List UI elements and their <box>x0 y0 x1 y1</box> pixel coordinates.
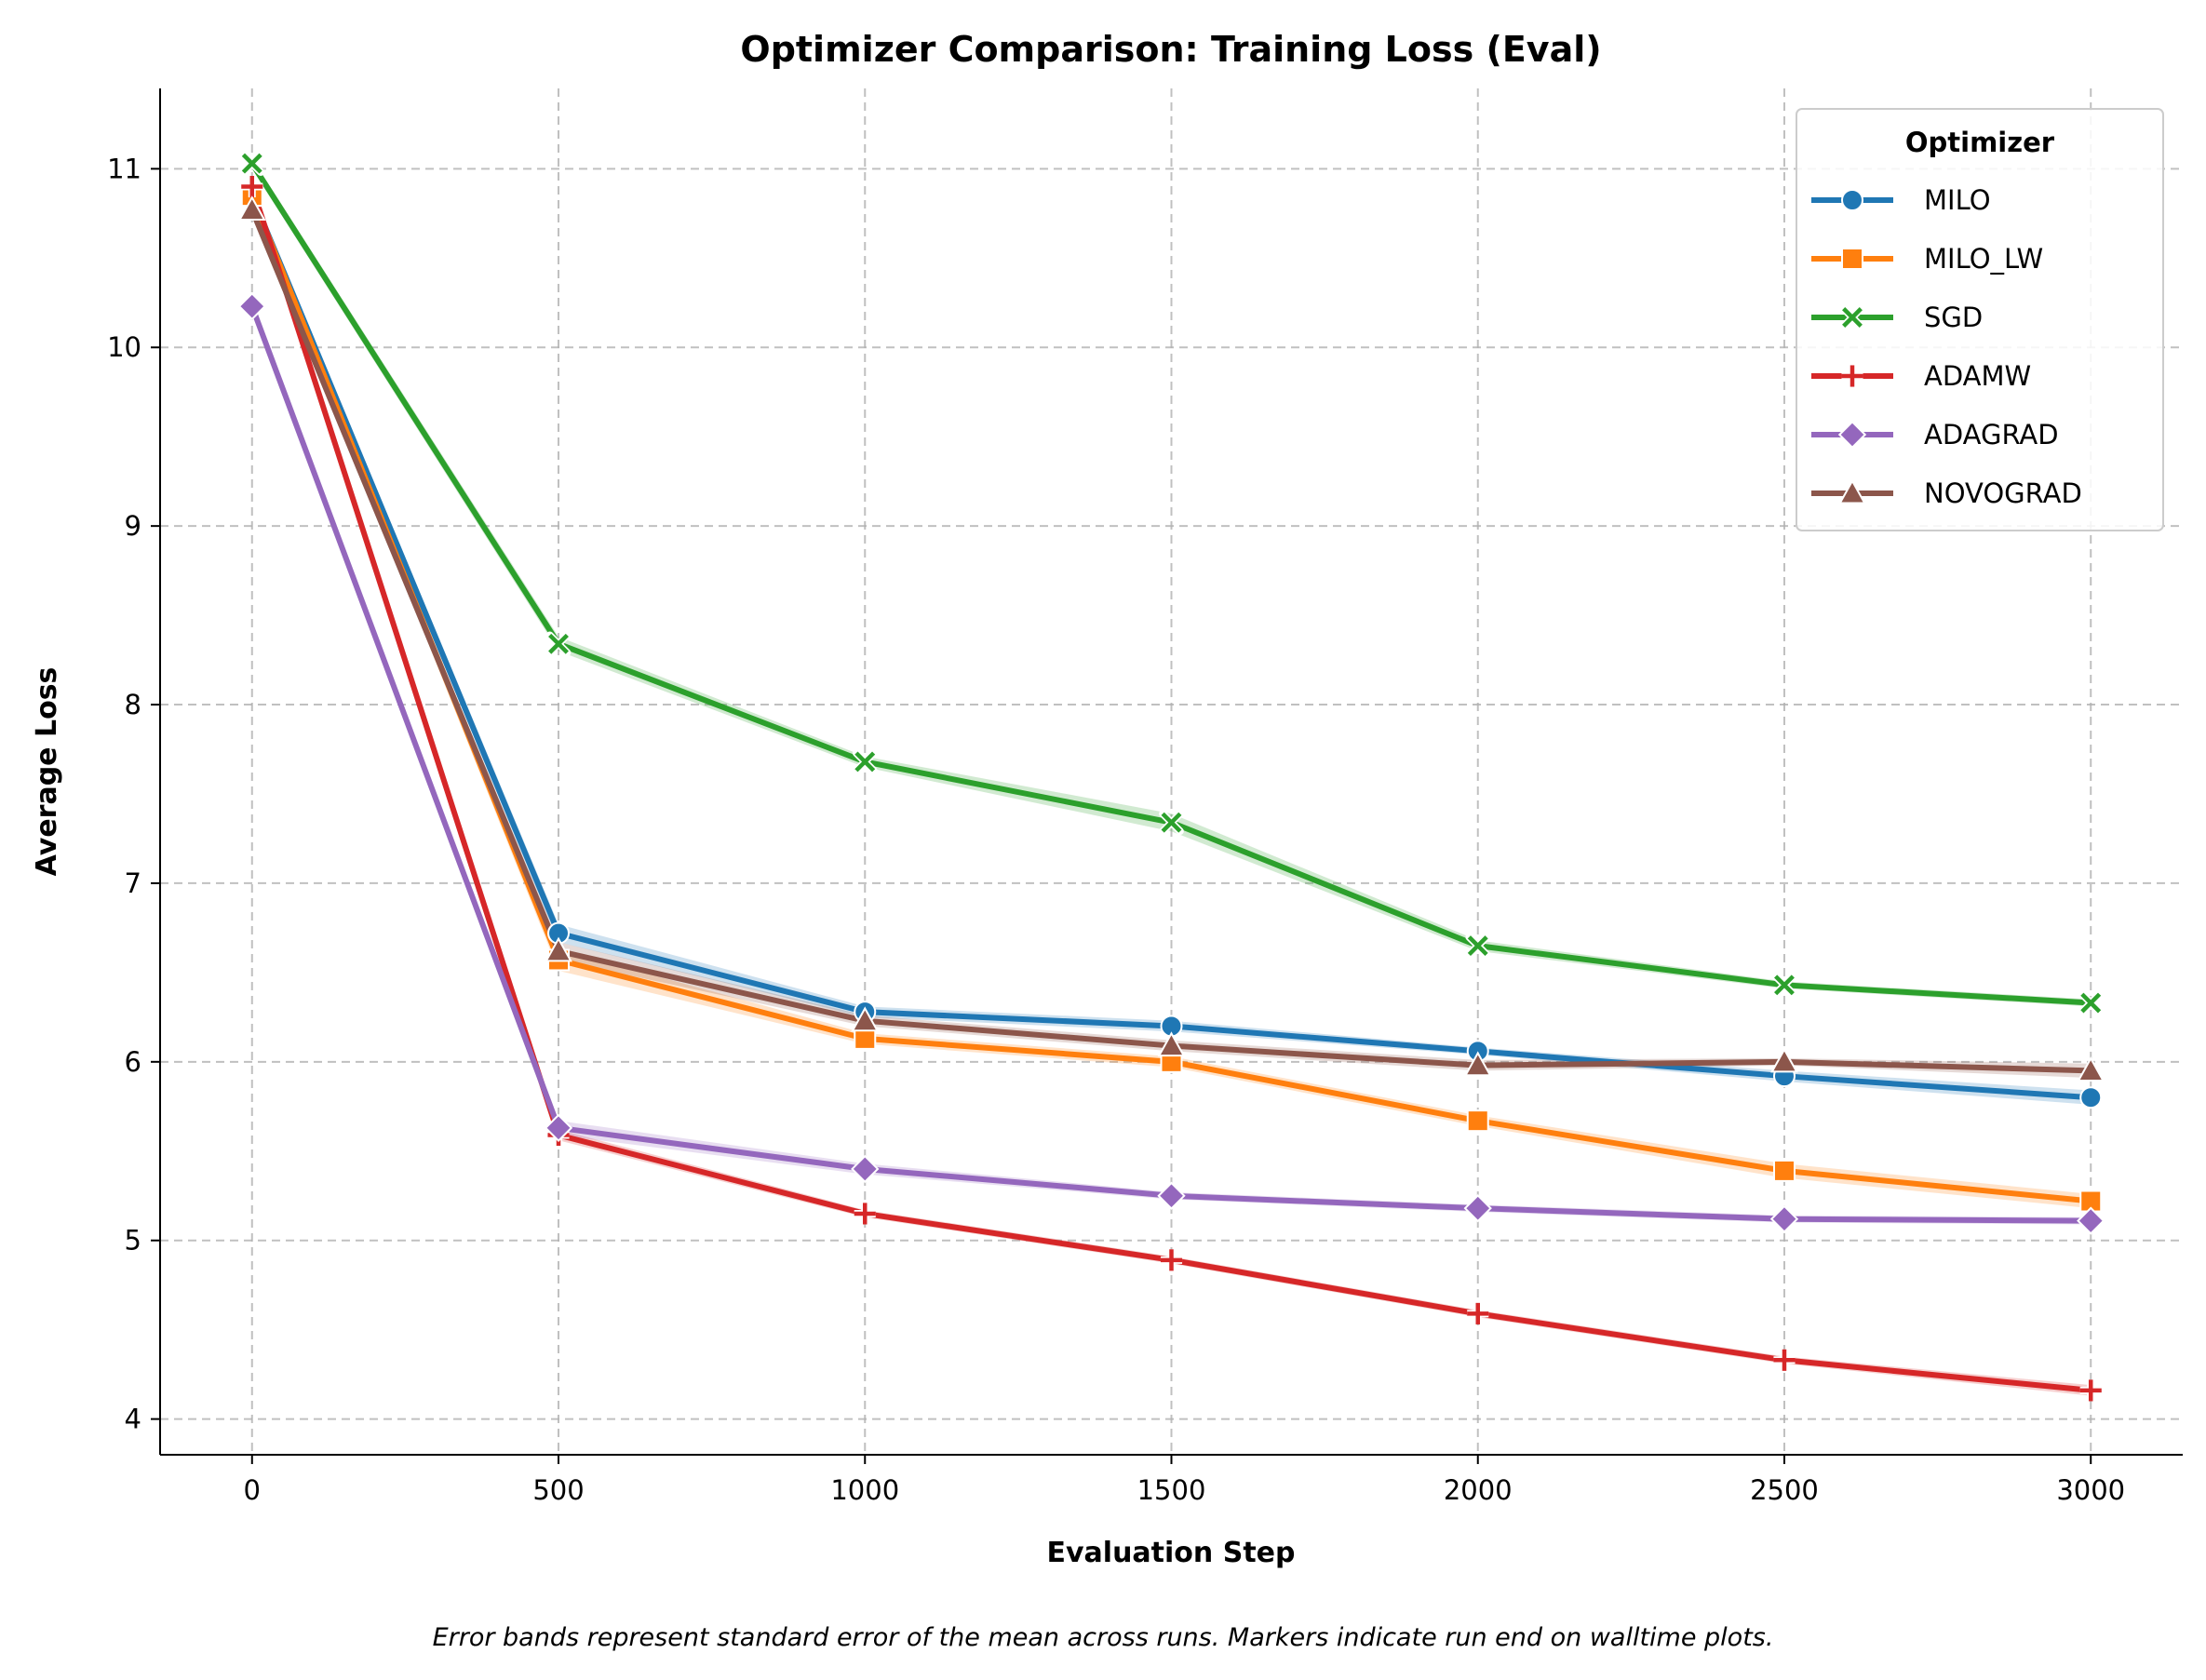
y-tick-label: 6 <box>125 1046 141 1078</box>
data-point-adamw <box>1773 1349 1796 1371</box>
data-point-adagrad <box>1463 1194 1492 1223</box>
data-point-adamw <box>241 175 263 198</box>
y-axis-label: Average Loss <box>31 667 63 877</box>
data-point-sgd <box>239 151 265 176</box>
data-point-novograd <box>545 936 572 962</box>
caption: Error bands represent standard error of … <box>433 1623 1774 1652</box>
data-point-adagrad <box>1769 1204 1799 1233</box>
data-point-milo <box>2079 1086 2103 1109</box>
legend-label: MILO_LW <box>1924 243 2043 275</box>
ticks: 0 500 1000 1500 2000 2500 3000 4 5 6 7 8 9 10 11 <box>107 153 2125 1506</box>
data-point-sgd <box>545 631 572 657</box>
x-tick-label: 500 <box>532 1474 584 1506</box>
data-point-adagrad <box>851 1154 880 1184</box>
data-point-sgd <box>2078 990 2104 1015</box>
data-point-sgd <box>1771 972 1797 998</box>
legend-title: Optimizer <box>1905 127 2055 158</box>
data-point-sgd <box>852 749 878 774</box>
legend-marker-novograd <box>1838 478 1866 504</box>
legend-marker-adagrad <box>1837 420 1867 450</box>
legend-marker-adamw <box>1841 365 1863 387</box>
data-point-adagrad <box>237 291 266 321</box>
data-point-novograd <box>237 195 266 222</box>
legend-label: SGD <box>1924 302 1983 333</box>
legend: Optimizer MILO MILO_LW SGD ADAMW ADAGRAD NOVO… <box>1796 108 2164 531</box>
legend-label: ADAMW <box>1924 360 2031 392</box>
data-point-novograd <box>1157 1031 1186 1057</box>
data-point-milo_lw <box>1466 1109 1489 1133</box>
data-point-adagrad <box>2077 1206 2105 1235</box>
y-tick-label: 5 <box>125 1225 141 1257</box>
y-tick-label: 7 <box>125 867 141 899</box>
data-point-novograd <box>1770 1047 1798 1073</box>
x-tick-label: 2000 <box>1444 1474 1513 1506</box>
y-tick-label: 4 <box>125 1404 141 1435</box>
legend-box <box>1796 108 2164 531</box>
chart-title: Optimizer Comparison: Training Loss (Eva… <box>740 29 1601 70</box>
series-markers <box>237 151 2105 1402</box>
data-point-novograd <box>1463 1051 1492 1077</box>
data-point-adagrad <box>544 1113 573 1142</box>
data-point-sgd <box>1159 810 1184 836</box>
x-tick-label: 0 <box>244 1474 261 1506</box>
data-point-adamw <box>1160 1249 1183 1271</box>
data-point-adamw <box>854 1203 876 1225</box>
data-point-adamw <box>1467 1302 1489 1324</box>
y-tick-label: 10 <box>107 331 141 363</box>
x-tick-label: 1500 <box>1137 1474 1206 1506</box>
x-tick-label: 1000 <box>830 1474 899 1506</box>
legend-marker-milo <box>1841 189 1863 211</box>
data-point-novograd <box>2077 1056 2105 1082</box>
legend-marker-sgd <box>1839 304 1865 330</box>
y-tick-label: 11 <box>107 153 141 184</box>
legend-marker-milo_lw <box>1841 248 1863 270</box>
legend-label: ADAGRAD <box>1924 419 2059 450</box>
data-point-sgd <box>1465 933 1491 959</box>
x-axis-label: Evaluation Step <box>1047 1537 1296 1569</box>
y-tick-label: 8 <box>125 689 141 720</box>
legend-label: MILO <box>1924 184 1991 216</box>
x-tick-label: 3000 <box>2056 1474 2125 1506</box>
data-point-milo_lw <box>1772 1159 1796 1182</box>
data-point-adamw <box>2079 1379 2102 1402</box>
legend-label: NOVOGRAD <box>1924 477 2082 509</box>
x-tick-label: 2500 <box>1750 1474 1819 1506</box>
data-point-novograd <box>851 1006 880 1032</box>
data-point-adagrad <box>1157 1181 1186 1210</box>
y-tick-label: 9 <box>125 510 141 542</box>
